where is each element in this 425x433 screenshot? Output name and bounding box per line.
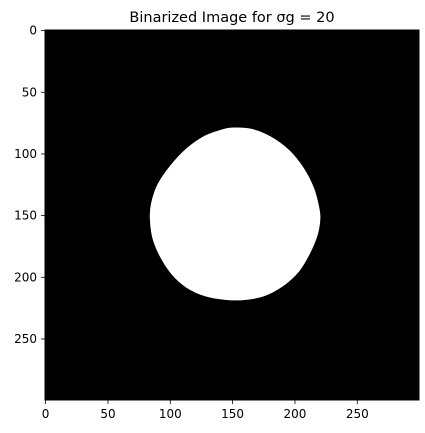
plot-frame — [44, 29, 420, 401]
binary-blob — [149, 127, 321, 301]
y-axis: 0 50 100 150 200 250 — [14, 24, 45, 346]
x-tick-label: 50 — [100, 407, 115, 421]
x-tick-label: 150 — [221, 407, 244, 421]
x-tick-label: 100 — [159, 407, 182, 421]
y-tick-label: 100 — [14, 147, 37, 161]
y-tick-label: 200 — [14, 270, 37, 284]
chart-title: Binarized Image for σg = 20 — [129, 10, 334, 26]
y-tick-label: 250 — [14, 332, 37, 346]
y-tick-label: 50 — [22, 85, 37, 99]
x-tick-label: 200 — [284, 407, 307, 421]
plot-area — [44, 29, 420, 401]
y-tick-label: 0 — [29, 24, 37, 38]
y-tick-label: 150 — [14, 209, 37, 223]
x-axis: 0 50 100 150 200 250 — [42, 400, 369, 421]
x-tick-label: 0 — [42, 407, 50, 421]
x-tick-label: 250 — [346, 407, 369, 421]
